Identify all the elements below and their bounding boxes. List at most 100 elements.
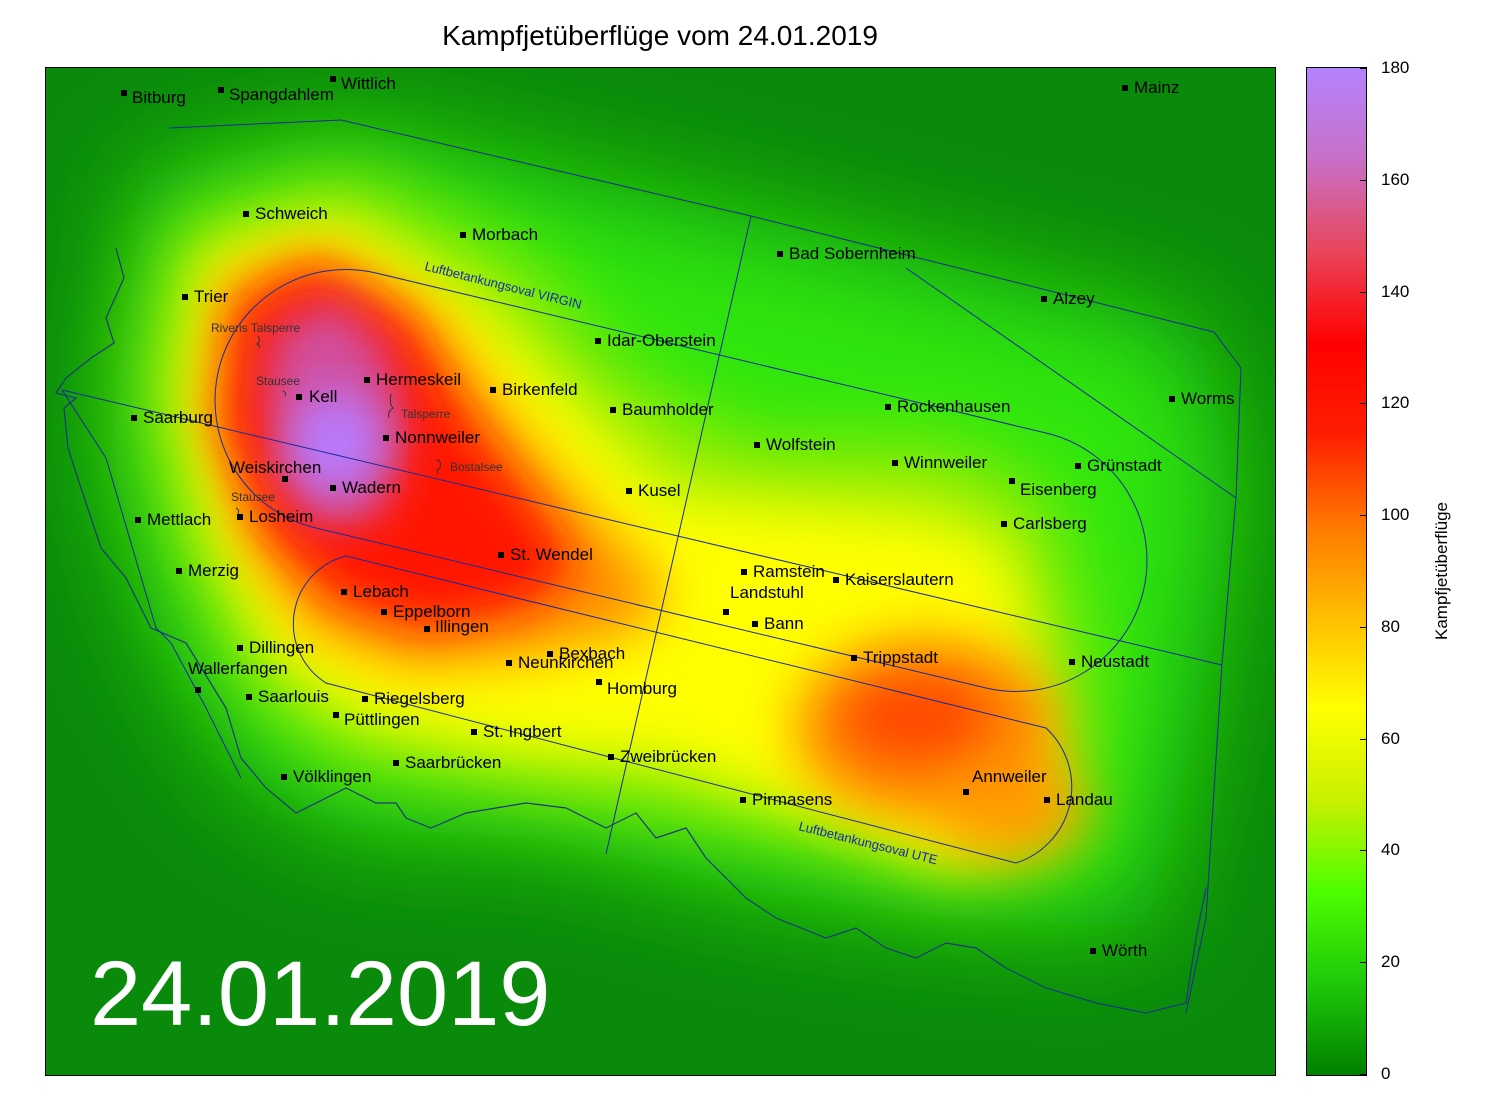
city-label: Ramstein [753,562,825,581]
city-marker: Merzig [176,561,239,580]
lake-label-bostalsee: Bostalsee [450,460,503,474]
city-marker: Püttlingen [333,710,420,729]
city-marker: Illingen [424,617,489,636]
colorbar-tick-mark [1360,850,1367,852]
colorbar-tick-mark [1360,1074,1367,1075]
lake-icon [435,459,441,475]
chart-title: Kampfjetüberflüge vom 24.01.2019 [442,20,878,51]
sector-line [605,215,752,855]
city-label: Landau [1056,790,1113,809]
colorbar-tick-label: 100 [1381,505,1410,525]
lake-label-stausee-kell: Stausee [256,374,300,388]
colorbar-tick-mark [1360,68,1367,69]
lake-icon [235,507,240,515]
city-dot [237,514,243,520]
city-label: Hermeskeil [376,370,461,389]
city-marker: Worms [1169,389,1235,408]
city-dot [383,435,389,441]
city-label: Bitburg [132,88,186,107]
city-marker: Spangdahlem [218,85,334,104]
city-marker: Bitburg [121,88,186,107]
heatmap-svg: Luftbetankungsoval VIRGIN Luftbetankungs… [55,74,1242,1014]
sector-line [905,267,1237,499]
city-dot [243,211,249,217]
city-dot [131,415,137,421]
city-label: Riegelsberg [374,689,465,708]
colorbar-tick-mark [1360,403,1367,405]
city-label: Nonnweiler [395,428,480,447]
city-marker: Annweiler [963,767,1047,795]
city-marker: Bexbach [547,644,625,663]
city-marker: Weiskirchen [229,458,321,482]
city-dot [121,90,127,96]
colorbar-tick-label: 180 [1381,58,1410,77]
city-marker: Saarburg [131,408,213,427]
city-label: Grünstadt [1087,456,1162,475]
city-dot [1044,797,1050,803]
colorbar-tick-label: 0 [1381,1064,1391,1083]
heatmap-area: Luftbetankungsoval VIRGIN Luftbetankungs… [45,67,1276,1076]
city-dot [833,577,839,583]
city-dot [885,404,891,410]
lake-label-talsperre: Talsperre [401,407,451,421]
city-marker: Nonnweiler [383,428,480,447]
city-marker: Dillingen [237,638,314,657]
city-label: Wörth [1102,941,1147,960]
colorbar-tick-label: 120 [1381,393,1410,413]
city-marker: Wolfstein [754,435,836,454]
city-marker: Winnweiler [892,453,987,472]
city-dot [506,660,512,666]
city-label: Morbach [472,225,538,244]
city-label: Merzig [188,561,239,580]
city-marker: Trippstadt [851,648,938,667]
colorbar-tick-label: 20 [1381,952,1400,972]
city-dot [281,774,287,780]
city-label: Alzey [1053,289,1095,308]
city-marker: Morbach [460,225,538,244]
city-marker: Kell [296,387,337,406]
city-label: Wadern [342,478,401,497]
lakes: Riveris Talsperre Stausee Talsperre Bost… [211,321,503,515]
city-dot [963,789,969,795]
city-dot [892,460,898,466]
colorbar-tick-label: 80 [1381,616,1400,636]
city-marker: Wadern [330,478,401,497]
colorbar-tick-mark [1360,962,1367,964]
city-marker: Riegelsberg [362,689,465,708]
city-marker: St. Ingbert [471,722,562,741]
lake-icon [255,335,261,349]
lake-label-riveris: Riveris Talsperre [211,321,300,335]
colorbar [1306,67,1367,1076]
city-dot [547,651,553,657]
city-marker: Wörth [1090,941,1147,960]
city-label: Homburg [607,679,677,698]
city-marker: Kaiserslautern [833,570,954,589]
city-marker: Bad Sobernheim [777,244,916,263]
city-marker: Landau [1044,790,1113,809]
city-dot [1122,85,1128,91]
city-dot [741,569,747,575]
city-dot [1169,396,1175,402]
city-marker: Birkenfeld [490,380,578,399]
city-marker: Ramstein [741,562,825,581]
city-label: Annweiler [972,767,1047,786]
city-dot [296,394,302,400]
heat-layer-violet [291,393,381,493]
city-label: Bann [764,614,804,633]
lake-icon [388,393,394,419]
city-label: Illingen [435,617,489,636]
city-marker: Hermeskeil [364,370,461,389]
city-label: Trier [194,287,229,306]
city-dot [1009,478,1015,484]
city-dot [218,87,224,93]
city-dot [498,552,504,558]
city-label: Neunkirchen [518,653,613,672]
city-marker: Alzey [1041,289,1095,308]
city-dot [460,232,466,238]
city-label: Idar-Oberstein [607,331,716,350]
city-label: Worms [1181,389,1235,408]
city-label: Winnweiler [904,453,987,472]
city-dot [1001,521,1007,527]
city-dot [752,621,758,627]
colorbar-tick-label: 60 [1381,728,1400,748]
